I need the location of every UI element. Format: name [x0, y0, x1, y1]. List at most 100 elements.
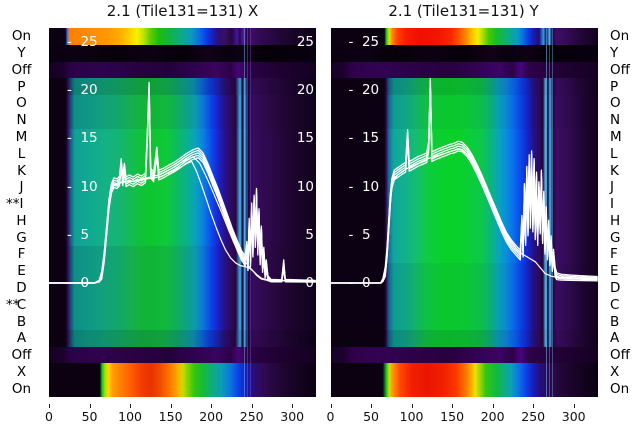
vertical-stripe-2	[552, 28, 554, 397]
vertical-stripe-2	[250, 28, 251, 397]
heatmap-row-d-15	[330, 279, 598, 297]
x-tick-label-250-panel1: 250	[521, 409, 546, 424]
heatmap-row-off-19	[49, 346, 316, 364]
heatmap-row-on-0	[49, 28, 316, 45]
row-label-right-off-19: Off	[610, 347, 630, 364]
row-label-right-y-1: Y	[610, 45, 619, 62]
heatmap-row-f-13	[330, 245, 598, 263]
x-tick-label-200-panel0: 200	[199, 409, 224, 424]
row-label-right-k-8: K	[610, 162, 619, 179]
y-tick-left-20-panel1: - 20	[348, 82, 380, 99]
heatmap-row-c-16	[49, 296, 316, 314]
x-tick-mark-50-panel0	[89, 404, 91, 408]
x-tick-label-50-panel1: 50	[363, 409, 379, 424]
y-tick-left-15-panel1: - 15	[348, 130, 380, 147]
row-labels-left: On Y Off P O N M L K J ** I H G F E D ** C B A Off X On	[0, 0, 43, 440]
row-label-left-e-14: E	[17, 263, 26, 280]
heatmap-row-x-20	[330, 363, 598, 381]
heatmap-row-off-2	[330, 61, 598, 79]
x-tick-mark-300-panel0	[292, 404, 294, 408]
row-label-left-off-19: Off	[11, 347, 32, 364]
row-label-left-wrap-8: K	[0, 163, 43, 179]
star-marker-c: **	[6, 296, 20, 313]
heatmap-row-n-5	[49, 111, 316, 129]
row-label-right-o-4: O	[610, 95, 621, 112]
trace-variant-0	[330, 148, 598, 284]
y-tick-right-20: 20	[296, 82, 314, 99]
heatmap-row-a-18	[49, 329, 316, 347]
row-label-left-m-6: M	[15, 129, 28, 146]
row-label-left-wrap-11: H	[0, 213, 43, 229]
heatmap-row-on-21	[330, 380, 598, 397]
row-label-left-off-2: Off	[11, 61, 32, 78]
vertical-stripe-1	[549, 28, 551, 397]
y-tick-left-0-panel0: - 0	[67, 275, 90, 291]
row-label-right-h-11: H	[610, 212, 621, 229]
row-label-left-wrap-6: M	[0, 129, 43, 145]
vertical-stripe-1	[247, 28, 249, 397]
row-label-right-m-6: M	[610, 129, 622, 146]
y-tick-left-25-panel0: - 25	[67, 34, 98, 50]
heatmap-row-x-20	[49, 363, 316, 381]
row-label-left-wrap-16: ** C	[0, 297, 43, 313]
row-label-right-on-0: On	[610, 28, 630, 45]
x-tick-label-150-panel0: 150	[158, 409, 183, 424]
heatmap-rows-x	[49, 28, 316, 397]
x-tick-mark-150-panel0	[170, 404, 172, 408]
row-label-left-p-3: P	[17, 78, 26, 95]
heatmap-row-g-12	[330, 229, 598, 246]
x-tick-mark-250-panel1	[533, 404, 535, 408]
right-plot-title: 2.1 (Tile131=131) Y	[388, 2, 539, 20]
heatmap-row-c-16	[330, 296, 598, 314]
heatmap-row-d-15	[49, 279, 316, 297]
x-tick-label-0-panel1: 0	[326, 409, 335, 424]
vertical-stripe-0	[243, 28, 246, 397]
row-label-left-wrap-10: ** I	[0, 196, 43, 212]
heatmap-row-on-21	[49, 380, 316, 397]
trace-variant-1	[49, 156, 316, 284]
y-tick-right-25: 25	[296, 34, 314, 50]
heatmap-row-off-19	[330, 346, 598, 364]
row-label-left-wrap-5: N	[0, 112, 43, 128]
heatmap-row-i-10	[49, 195, 316, 213]
heatmap-row-y-1	[49, 44, 316, 62]
x-tick-mark-250-panel0	[251, 404, 253, 408]
row-label-left-x-20: X	[16, 363, 27, 380]
x-tick-label-250-panel0: 250	[239, 409, 264, 424]
row-label-left-wrap-3: P	[0, 79, 43, 95]
heatmap-row-m-6	[330, 128, 598, 146]
row-label-left-i-10: I	[19, 196, 24, 213]
row-label-left-wrap-0: On	[0, 28, 43, 44]
y-tick-right-0: 0	[305, 275, 314, 291]
heatmap-row-p-3	[330, 78, 598, 96]
row-label-left-wrap-15: D	[0, 280, 43, 296]
y-tick-right-5: 5	[305, 226, 314, 243]
heatmap-row-k-8	[49, 162, 316, 179]
heatmap-row-e-14	[330, 262, 598, 280]
heatmap-row-b-17	[330, 313, 598, 330]
x-tick-label-150-panel1: 150	[440, 409, 465, 424]
row-label-right-c-16: C	[610, 296, 620, 313]
row-label-left-g-12: G	[16, 229, 27, 246]
row-label-right-l-7: L	[610, 145, 618, 162]
y-tick-left-5-panel0: - 5	[67, 226, 90, 243]
heatmap-row-on-0	[330, 28, 598, 45]
star-marker-i: **	[6, 196, 20, 213]
row-label-left-k-8: K	[17, 162, 26, 179]
y-tick-left-0-panel1: - 0	[348, 275, 371, 291]
overlay-curve-y	[330, 77, 598, 284]
row-label-right-d-15: D	[610, 279, 621, 296]
x-tick-mark-50-panel1	[371, 404, 373, 408]
row-label-right-i-10: I	[610, 196, 614, 213]
trace-main-4	[49, 81, 316, 284]
row-label-left-wrap-14: E	[0, 263, 43, 279]
row-label-right-b-17: B	[610, 313, 620, 330]
row-label-right-f-13: F	[610, 246, 618, 263]
row-label-left-wrap-1: Y	[0, 45, 43, 61]
heatmap-row-m-6	[49, 128, 316, 146]
row-label-left-wrap-19: Off	[0, 347, 43, 363]
row-label-left-h-11: H	[16, 212, 27, 229]
y-tick-right-10: 10	[296, 178, 314, 195]
row-label-left-wrap-17: B	[0, 314, 43, 330]
